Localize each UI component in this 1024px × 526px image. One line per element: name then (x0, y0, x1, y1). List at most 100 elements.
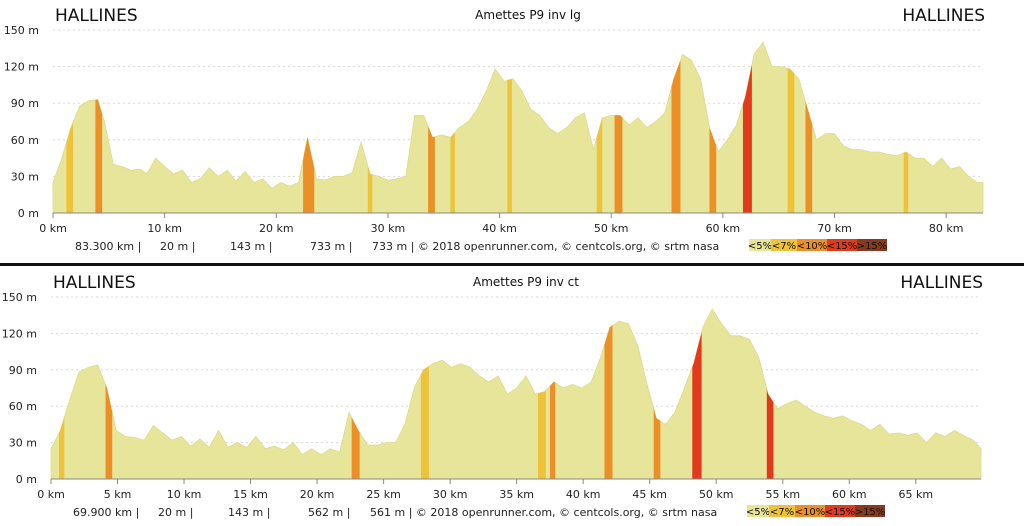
elevation-area (52, 41, 984, 214)
stat-2: 143 m | (228, 506, 270, 519)
chart-title: Amettes P9 inv lg (475, 8, 581, 22)
legend-swatch-4 (855, 505, 885, 517)
steep-band-7 (596, 42, 603, 213)
chart-title: Amettes P9 inv ct (473, 275, 579, 289)
x-tick-label: 60 km (832, 488, 867, 501)
legend-label-0: <5% (748, 241, 772, 252)
x-tick-label: 60 km (706, 222, 741, 235)
legend-label-3: <15% (825, 507, 856, 518)
y-tick-label: 90 m (11, 97, 39, 110)
steep-band-9 (671, 42, 681, 213)
x-tick-label: 35 km (499, 488, 534, 501)
legend-swatch-2 (795, 505, 825, 517)
x-tick-label: 0 km (37, 488, 65, 501)
x-tick-label: 50 km (594, 222, 629, 235)
x-tick-label: 10 km (167, 488, 202, 501)
legend-label-3: <15% (827, 241, 858, 252)
steep-band-8 (614, 42, 623, 213)
stat-1: 20 m | (160, 240, 195, 253)
legend-swatch-1 (769, 505, 795, 517)
steep-band-2 (303, 42, 315, 213)
legend-label-1: <7% (772, 241, 796, 252)
elevation-area (50, 308, 982, 480)
y-tick-label: 120 m (4, 61, 39, 74)
y-tick-label: 60 m (11, 134, 39, 147)
steep-band-0 (58, 309, 65, 479)
x-tick-label: 0 km (39, 222, 67, 235)
end-label: HALLINES (902, 6, 985, 26)
y-tick-label: 60 m (9, 400, 37, 413)
stat-3: 562 m | (308, 506, 350, 519)
x-tick-label: 30 km (371, 222, 406, 235)
steep-band-10 (709, 42, 717, 213)
stat-0: 69.900 km | (73, 506, 139, 519)
x-tick-label: 30 km (433, 488, 468, 501)
x-tick-label: 40 km (482, 222, 517, 235)
y-tick-label: 120 m (2, 327, 37, 340)
x-tick-label: 20 km (300, 488, 335, 501)
legend-label-0: <5% (746, 507, 770, 518)
x-tick-label: 80 km (929, 222, 964, 235)
stat-4: 561 m | © 2018 openrunner.com, © centcol… (370, 506, 717, 519)
steep-band-5 (549, 309, 556, 479)
steep-band-7 (653, 309, 661, 479)
y-tick-label: 150 m (4, 24, 39, 37)
stat-1: 20 m | (158, 506, 193, 519)
steep-band-3 (367, 42, 373, 213)
legend-label-2: <10% (797, 241, 828, 252)
legend-swatch-4 (857, 239, 887, 251)
x-tick-label: 10 km (147, 222, 182, 235)
steep-band-0 (66, 42, 74, 213)
steep-band-5 (450, 42, 455, 213)
x-tick-label: 45 km (632, 488, 667, 501)
steep-band-4 (537, 309, 546, 479)
start-label: HALLINES (53, 273, 136, 293)
steep-band-12 (787, 42, 795, 213)
stat-2: 143 m | (230, 240, 272, 253)
steep-band-4 (428, 42, 435, 213)
legend-label-2: <10% (795, 507, 826, 518)
steep-band-2 (351, 309, 360, 479)
chart-2: 0 m 30 m 60 m 90 m 120 m 150 m 0 km 5 km 10 km 15… (2, 273, 983, 519)
steep-band-6 (507, 42, 512, 213)
steep-band-3 (420, 309, 429, 479)
steep-band-1 (105, 309, 113, 479)
x-tick-label: 5 km (104, 488, 132, 501)
chart-1: 0 m 30 m 60 m 90 m 120 m 150 m 0 km 10 km 20 km 3… (4, 6, 985, 253)
x-tick-label: 65 km (899, 488, 934, 501)
stat-4: 733 m | © 2018 openrunner.com, © centcol… (372, 240, 719, 253)
steep-band-14 (903, 42, 909, 213)
x-tick-label: 15 km (233, 488, 268, 501)
y-tick-label: 0 m (16, 473, 37, 486)
stat-3: 733 m | (310, 240, 352, 253)
steep-band-8 (692, 309, 702, 479)
y-tick-label: 90 m (9, 364, 37, 377)
steep-band-11 (742, 42, 752, 213)
x-tick-label: 40 km (566, 488, 601, 501)
x-tick-label: 50 km (699, 488, 734, 501)
x-tick-label: 25 km (366, 488, 401, 501)
steep-band-1 (95, 42, 103, 213)
steep-band-13 (805, 42, 813, 213)
stat-0: 83.300 km | (75, 240, 141, 253)
steep-band-6 (604, 309, 613, 479)
y-tick-label: 30 m (11, 170, 39, 183)
panel-divider (0, 263, 1024, 266)
y-tick-label: 30 m (9, 437, 37, 450)
x-tick-label: 20 km (259, 222, 294, 235)
legend-swatch-0 (749, 239, 771, 251)
x-tick-label: 55 km (765, 488, 800, 501)
end-label: HALLINES (900, 273, 983, 293)
legend-label-4: >15% (855, 507, 886, 518)
legend-swatch-1 (771, 239, 797, 251)
x-tick-label: 70 km (817, 222, 852, 235)
legend-swatch-3 (825, 505, 855, 517)
start-label: HALLINES (55, 6, 138, 26)
steep-band-9 (766, 309, 774, 479)
legend-label-4: >15% (857, 241, 888, 252)
legend-swatch-0 (747, 505, 769, 517)
legend-label-1: <7% (770, 507, 794, 518)
y-tick-label: 0 m (18, 207, 39, 220)
legend-swatch-2 (797, 239, 827, 251)
